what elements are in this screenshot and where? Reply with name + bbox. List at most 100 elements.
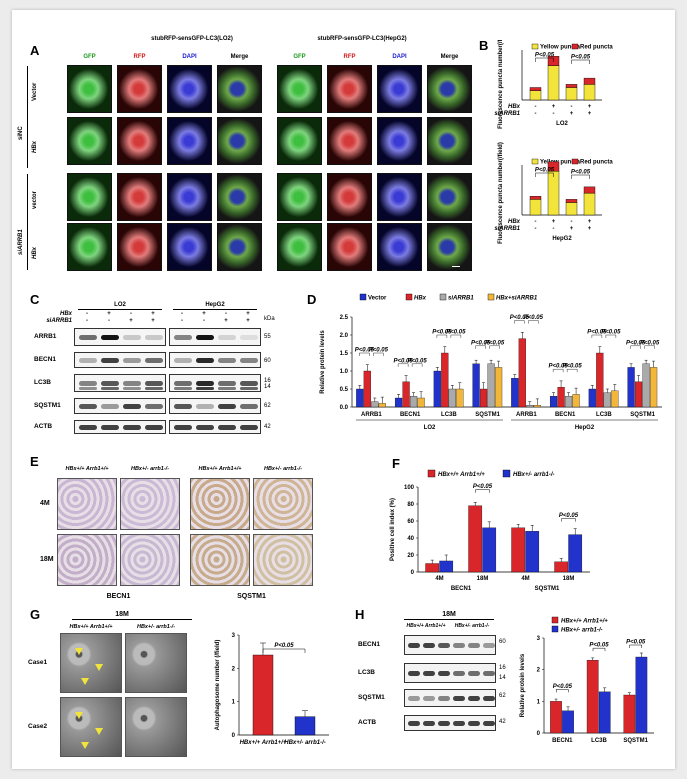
p-value: P<0.05	[626, 340, 646, 346]
sig-bracket	[592, 647, 606, 652]
panel-d-chart: 0.0 0.5 1.0 1.5 2.0 2.5 Relative protein level…	[320, 293, 662, 431]
sig-bracket	[591, 334, 603, 338]
y-tick-label: 80	[407, 502, 414, 508]
band	[423, 696, 435, 701]
band	[79, 358, 97, 363]
band	[218, 387, 236, 390]
bar	[525, 531, 540, 573]
sign: +	[246, 311, 250, 317]
arrow-marker	[75, 712, 83, 719]
micrograph-dapi	[167, 117, 212, 165]
chart-h: 0 1 2 3 Relative protein levels HBx+/+ Arrb1+…	[520, 616, 654, 744]
band	[196, 387, 214, 390]
category-label: SQSTM1	[623, 738, 648, 744]
micrograph-merge	[217, 65, 262, 113]
category-label: BECN1	[555, 412, 576, 418]
y-tick-label: 3	[537, 636, 541, 642]
micrograph-merge	[427, 173, 472, 221]
y-tick-label: 40	[407, 536, 414, 542]
col-label: HBx+/- arrb1-/-	[136, 624, 176, 630]
p-value: P<0.05	[432, 330, 452, 336]
bar	[634, 381, 643, 408]
col-label: HBx+/- arrb1-/-	[263, 466, 303, 472]
legend-swatch	[439, 293, 447, 301]
sign: -	[130, 311, 132, 317]
p-value: P<0.05	[640, 340, 660, 346]
bar-yellow	[529, 199, 542, 216]
sign: +	[151, 318, 155, 324]
bar-yellow	[565, 87, 578, 101]
band	[408, 671, 420, 676]
ihc-image	[120, 534, 180, 586]
sig-bracket	[489, 345, 500, 349]
ihc-image	[253, 534, 313, 586]
band	[453, 696, 465, 701]
arrow-marker	[81, 678, 89, 685]
kda-label: 16	[264, 378, 271, 384]
blot-box	[169, 374, 261, 392]
micrograph-merge	[427, 223, 472, 271]
bar	[433, 370, 441, 408]
group-line	[78, 309, 162, 310]
y-tick-label: 2	[232, 666, 236, 672]
panel-label-g: G	[30, 607, 41, 622]
band	[438, 721, 450, 726]
band	[145, 404, 163, 409]
bar-yellow	[547, 171, 560, 216]
y-tick-label: 3	[232, 633, 236, 639]
sign: -	[553, 111, 555, 117]
blot-box	[169, 420, 261, 434]
bar-red	[529, 87, 542, 91]
sign: +	[588, 111, 592, 117]
bar	[588, 388, 596, 408]
band	[240, 387, 258, 390]
band	[408, 721, 420, 726]
micrograph-dapi	[167, 65, 212, 113]
band	[196, 404, 214, 409]
band	[438, 643, 450, 648]
row-label: 4M	[40, 500, 50, 507]
cell-line-label: LO2	[556, 121, 568, 127]
panel-label-b: B	[479, 38, 489, 53]
panel-b-chart: Fluorescence puncta number(/field) Yellow…	[494, 40, 613, 244]
sign: -	[86, 311, 88, 317]
p-value: P<0.05	[589, 643, 609, 649]
protein-label-lc3b: LC3B	[34, 379, 51, 386]
bar	[456, 388, 464, 408]
band	[423, 721, 435, 726]
sig-bracket	[629, 644, 642, 648]
col-label: HBx+/- arrb1-/-	[454, 623, 490, 629]
row-label: HBx	[32, 140, 38, 153]
bar	[511, 378, 519, 408]
bar-red	[529, 196, 542, 200]
band	[196, 358, 214, 363]
title-18m: 18M	[442, 611, 456, 618]
protein-label-lc3b: LC3B	[358, 669, 375, 676]
p-value: P<0.05	[571, 55, 591, 61]
bar-yellow	[547, 65, 560, 101]
kda-label: 42	[264, 424, 271, 430]
protein-label-arrb1: ARRB1	[34, 333, 57, 340]
bottom-label-becn1: BECN1	[106, 593, 131, 600]
sign: -	[535, 111, 537, 117]
sig-bracket	[644, 345, 655, 349]
em-image	[60, 633, 122, 693]
micrograph-rfp	[327, 117, 372, 165]
bar	[549, 396, 558, 408]
bar	[586, 660, 599, 734]
band	[453, 671, 465, 676]
sig-bracket	[552, 369, 564, 373]
y-tick-label: 100	[404, 485, 415, 491]
group-line	[173, 309, 257, 310]
col-label-merge: Merge	[440, 54, 459, 60]
col-label: HBx+/- arrb1-/-	[130, 466, 170, 472]
band	[408, 643, 420, 648]
group-label: HepG2	[205, 302, 225, 308]
category-label: SQSTM1	[475, 412, 500, 418]
bar	[425, 563, 440, 573]
bar	[494, 367, 503, 408]
bar	[294, 716, 316, 736]
sig-bracket	[359, 352, 370, 356]
sign: +	[151, 311, 155, 317]
sign: +	[224, 318, 228, 324]
